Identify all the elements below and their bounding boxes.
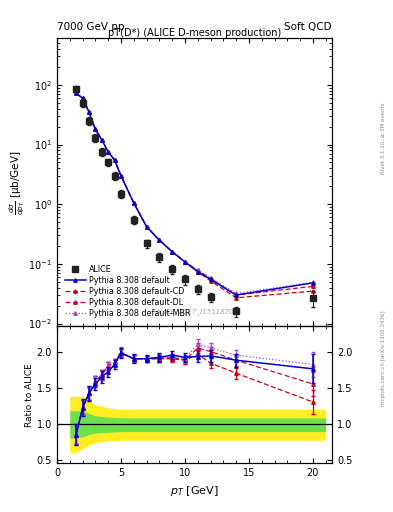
Y-axis label: $\frac{d\sigma}{dp_T}$ [μb/GeV]: $\frac{d\sigma}{dp_T}$ [μb/GeV] bbox=[7, 150, 27, 215]
Text: Rivet 3.1.10, ≥ 3M events: Rivet 3.1.10, ≥ 3M events bbox=[381, 102, 386, 174]
Title: pT(D*) (ALICE D-meson production): pT(D*) (ALICE D-meson production) bbox=[108, 28, 281, 37]
Text: ALICE_2017_I1511870: ALICE_2017_I1511870 bbox=[155, 308, 234, 315]
Text: mcplots.cern.ch [arXiv:1306.3436]: mcplots.cern.ch [arXiv:1306.3436] bbox=[381, 311, 386, 406]
X-axis label: $p_T$ [GeV]: $p_T$ [GeV] bbox=[170, 484, 219, 498]
Legend: ALICE, Pythia 8.308 default, Pythia 8.308 default-CD, Pythia 8.308 default-DL, P: ALICE, Pythia 8.308 default, Pythia 8.30… bbox=[64, 263, 192, 319]
Y-axis label: Ratio to ALICE: Ratio to ALICE bbox=[25, 363, 34, 426]
Text: 7000 GeV pp: 7000 GeV pp bbox=[57, 22, 125, 32]
Text: Soft QCD: Soft QCD bbox=[285, 22, 332, 32]
